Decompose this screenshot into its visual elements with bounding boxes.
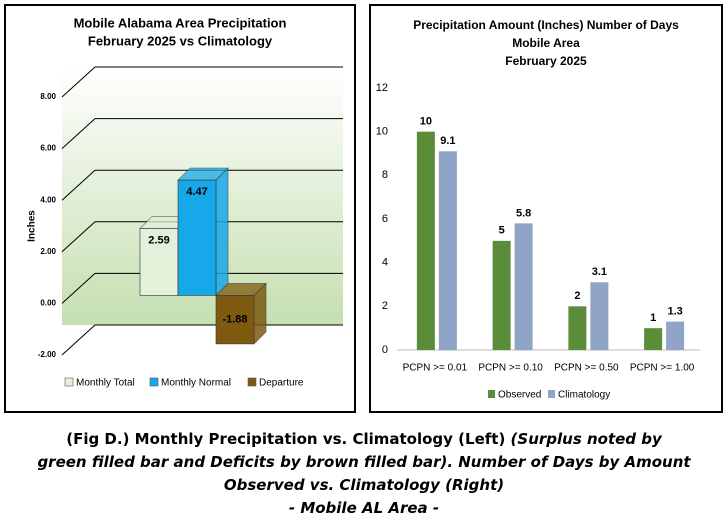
caption-italic: Observed vs. Climatology (Right) — [223, 476, 505, 494]
bar — [514, 223, 533, 350]
y-tick-label: 12 — [376, 82, 388, 94]
y-tick-label: -2.00 — [38, 350, 57, 359]
chart-title: February 2025 — [505, 54, 587, 68]
bar-side — [215, 167, 229, 297]
value-label: 4.47 — [186, 186, 207, 198]
caption-line: Observed vs. Climatology (Right) — [0, 476, 728, 494]
value-label: 9.1 — [440, 135, 455, 147]
y-tick-label: 10 — [376, 126, 388, 138]
legend-label: Climatology — [558, 390, 610, 401]
x-tick-label: PCPN >= 0.10 — [478, 363, 543, 374]
legend-label: Departure — [259, 378, 304, 389]
legend-swatch — [548, 390, 555, 398]
value-label: -1.88 — [222, 314, 247, 326]
chart-title: Precipitation Amount (Inches) Number of … — [413, 18, 679, 32]
bar — [139, 228, 179, 296]
chart-title: Mobile Area — [512, 36, 580, 50]
value-label: 10 — [420, 116, 432, 128]
y-axis-label: Inches — [27, 210, 38, 242]
y-tick-label: 0.00 — [40, 299, 56, 308]
caption-italic: - Mobile AL Area - — [288, 499, 440, 517]
value-label: 2.59 — [148, 234, 169, 246]
y-tick-label: 4.00 — [40, 195, 56, 204]
legend-label: Monthly Total — [76, 378, 135, 389]
bar — [590, 282, 609, 350]
grid-line — [61, 118, 343, 149]
y-tick-label: 2 — [382, 300, 388, 312]
legend-label: Observed — [498, 390, 541, 401]
legend-swatch — [247, 377, 257, 387]
chart-title: February 2025 vs Climatology — [88, 33, 273, 48]
legend-label: Monthly Normal — [161, 378, 231, 389]
grid-line — [61, 169, 343, 201]
y-tick-label: 4 — [382, 257, 388, 269]
x-tick-label: PCPN >= 0.01 — [403, 363, 468, 374]
charts: Mobile Alabama Area Precipitation Februar… — [4, 4, 723, 413]
caption-italic: (Surplus noted by — [510, 430, 662, 448]
legend-swatch — [149, 377, 159, 387]
caption-line: (Fig D.) Monthly Precipitation vs. Clima… — [0, 430, 728, 448]
caption-plain: (Fig D.) Monthly Precipitation vs. Clima… — [66, 430, 511, 448]
y-tick-label: 2.00 — [40, 247, 56, 256]
value-label: 5 — [499, 225, 505, 237]
bar — [666, 321, 685, 350]
x-tick-label: PCPN >= 1.00 — [630, 363, 695, 374]
bar — [215, 295, 255, 345]
bar — [177, 179, 217, 296]
chart-title: Mobile Alabama Area Precipitation — [74, 15, 287, 30]
bar — [416, 131, 435, 350]
grid-line — [61, 221, 343, 253]
y-tick-label: 6 — [382, 213, 388, 225]
bar — [438, 151, 457, 350]
x-tick-label: PCPN >= 0.50 — [554, 363, 619, 374]
y-tick-label: 6.00 — [40, 144, 56, 153]
value-label: 1.3 — [667, 306, 682, 318]
legend-swatch — [488, 390, 495, 398]
bar — [568, 306, 587, 350]
value-label: 1 — [650, 312, 656, 324]
value-label: 2 — [574, 290, 580, 302]
grid-line — [61, 66, 343, 98]
caption-italic: green filled bar and Deficits by brown f… — [37, 453, 691, 471]
y-tick-label: 0 — [382, 344, 388, 356]
grid-line — [61, 272, 343, 304]
bar — [492, 240, 511, 350]
y-tick-label: 8.00 — [40, 92, 56, 101]
caption-line: - Mobile AL Area - — [0, 499, 728, 517]
bar — [644, 328, 663, 350]
value-label: 5.8 — [516, 207, 531, 219]
legend-swatch — [64, 377, 74, 387]
value-label: 3.1 — [592, 266, 607, 278]
y-tick-label: 8 — [382, 169, 388, 181]
caption-line: green filled bar and Deficits by brown f… — [0, 453, 728, 471]
